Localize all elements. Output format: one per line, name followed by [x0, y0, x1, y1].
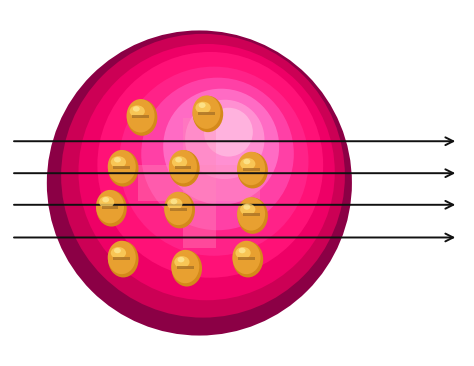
Bar: [243, 168, 259, 171]
Ellipse shape: [97, 52, 323, 278]
Ellipse shape: [237, 152, 265, 185]
Ellipse shape: [129, 105, 145, 117]
Ellipse shape: [244, 159, 250, 164]
Bar: [243, 213, 259, 216]
Ellipse shape: [108, 150, 138, 187]
Bar: [238, 257, 255, 260]
Ellipse shape: [233, 241, 263, 277]
Ellipse shape: [240, 158, 255, 170]
Ellipse shape: [164, 192, 192, 225]
Ellipse shape: [133, 106, 140, 112]
Bar: [113, 257, 130, 260]
Ellipse shape: [108, 241, 138, 277]
Ellipse shape: [119, 67, 309, 256]
Ellipse shape: [114, 157, 121, 163]
Ellipse shape: [79, 44, 335, 300]
Ellipse shape: [232, 241, 260, 274]
Ellipse shape: [237, 152, 268, 188]
Ellipse shape: [127, 100, 157, 136]
Ellipse shape: [244, 204, 250, 210]
Ellipse shape: [127, 99, 155, 132]
Bar: [101, 206, 118, 209]
Ellipse shape: [111, 156, 126, 168]
Ellipse shape: [193, 96, 223, 132]
Ellipse shape: [172, 156, 187, 168]
Ellipse shape: [141, 78, 294, 230]
Ellipse shape: [239, 248, 246, 253]
Ellipse shape: [178, 257, 184, 262]
Ellipse shape: [174, 256, 190, 268]
Ellipse shape: [175, 157, 182, 163]
Ellipse shape: [111, 247, 126, 259]
Ellipse shape: [195, 102, 211, 113]
Bar: [132, 115, 149, 118]
Ellipse shape: [169, 150, 200, 187]
Ellipse shape: [61, 34, 345, 318]
Ellipse shape: [163, 89, 279, 205]
Bar: [138, 165, 260, 201]
Ellipse shape: [96, 190, 124, 223]
Ellipse shape: [114, 248, 121, 253]
Ellipse shape: [236, 247, 251, 259]
Ellipse shape: [96, 190, 127, 227]
Ellipse shape: [108, 241, 136, 274]
Ellipse shape: [47, 30, 352, 336]
Ellipse shape: [102, 197, 109, 202]
Ellipse shape: [169, 150, 197, 183]
Ellipse shape: [167, 198, 182, 210]
Ellipse shape: [192, 96, 220, 129]
Ellipse shape: [237, 197, 265, 231]
Bar: [174, 166, 191, 169]
Ellipse shape: [171, 250, 199, 283]
Ellipse shape: [185, 100, 264, 179]
Ellipse shape: [199, 102, 206, 108]
Bar: [182, 118, 216, 248]
Ellipse shape: [164, 192, 195, 228]
Bar: [198, 112, 215, 115]
Ellipse shape: [172, 250, 202, 287]
Bar: [177, 266, 194, 269]
Bar: [113, 166, 130, 169]
Ellipse shape: [237, 198, 268, 234]
Ellipse shape: [108, 150, 136, 183]
Bar: [170, 208, 187, 211]
Ellipse shape: [204, 108, 253, 157]
Ellipse shape: [99, 196, 114, 208]
Ellipse shape: [240, 203, 255, 215]
Ellipse shape: [171, 199, 177, 204]
